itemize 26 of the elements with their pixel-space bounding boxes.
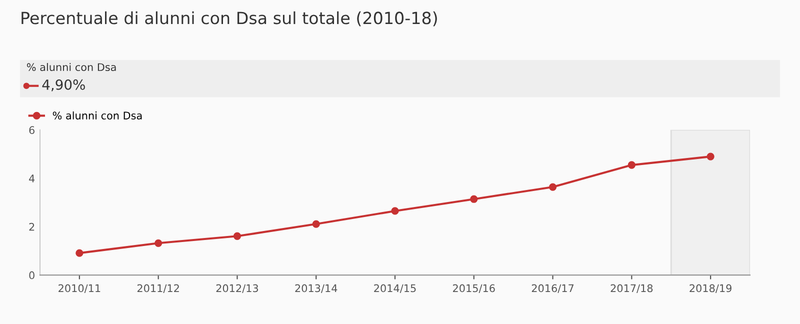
text: % alunni con Dsa: [26, 63, 116, 72]
y-tick-label: 6: [29, 126, 34, 134]
x-tick-label: 2018/19: [690, 284, 732, 293]
x-tick-label: 2012/13: [216, 284, 258, 293]
point: [312, 220, 320, 228]
text: 4,90%: [42, 79, 85, 92]
legend-label: % alunni con Dsa: [52, 111, 142, 120]
point: [548, 183, 557, 191]
y-tick-label: 0: [29, 271, 34, 280]
y-tick-label: 4: [29, 174, 35, 182]
point: [470, 195, 478, 203]
chart-title: Percentuale di alunni con Dsa sul totale (2010-18): [22, 11, 437, 26]
point: [154, 239, 162, 247]
x-tick-label: 2015/16: [453, 284, 495, 293]
x-tick-label: 2013/14: [295, 284, 338, 293]
x-tick-label: 2017/18: [610, 284, 653, 293]
point: [76, 249, 84, 257]
x-tick-label: 2011/12: [137, 284, 179, 293]
point: [233, 232, 242, 240]
point: [706, 152, 714, 160]
point: [391, 207, 399, 215]
x-tick-label: 2016/17: [532, 284, 574, 293]
point: [628, 161, 636, 169]
y-tick-label: 2: [29, 222, 34, 231]
x-tick-label: 2010/11: [58, 284, 100, 293]
x-tick-label: 2014/15: [374, 284, 416, 293]
